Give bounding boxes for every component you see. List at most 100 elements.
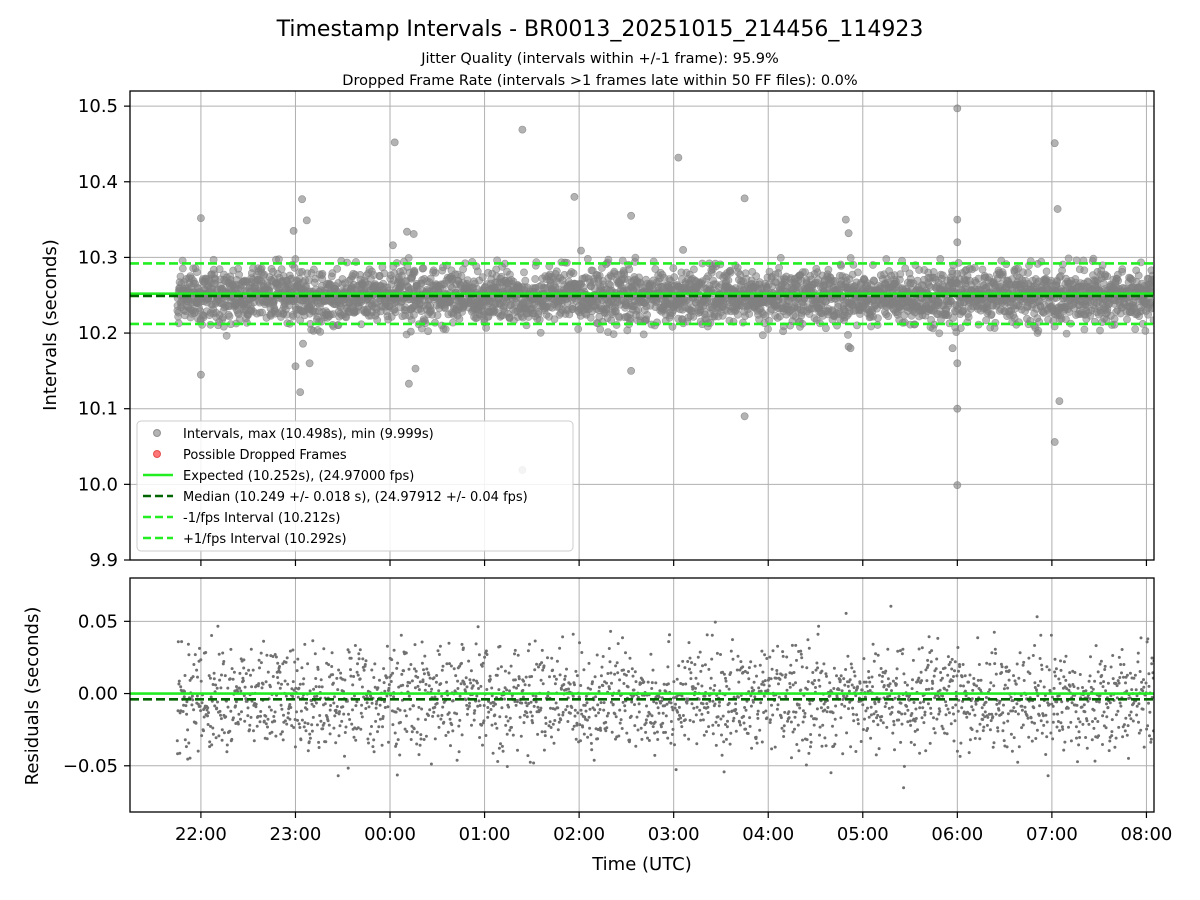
- residual-point: [220, 728, 224, 732]
- residual-point: [293, 745, 297, 749]
- residual-point: [380, 743, 384, 747]
- residual-point: [343, 754, 346, 758]
- residual-point: [452, 667, 456, 671]
- residual-point: [465, 712, 469, 716]
- residual-point: [246, 714, 250, 718]
- residual-point: [359, 711, 363, 715]
- residual-point: [385, 694, 389, 698]
- residual-point: [448, 717, 452, 721]
- residual-point: [361, 657, 365, 661]
- residual-point: [526, 649, 530, 653]
- residual-point: [687, 641, 691, 645]
- interval-point: [1118, 265, 1127, 274]
- interval-point: [874, 314, 882, 323]
- residual-point: [606, 711, 610, 715]
- interval-point: [896, 270, 905, 279]
- residual-point: [308, 732, 312, 736]
- residual-point: [291, 648, 295, 652]
- residual-point: [460, 733, 464, 737]
- residual-point: [191, 675, 195, 679]
- residual-point: [327, 723, 331, 727]
- residual-point: [477, 653, 481, 657]
- residual-point: [434, 680, 438, 684]
- interval-point: [309, 265, 318, 274]
- residual-point: [186, 728, 190, 732]
- residual-point: [354, 738, 358, 742]
- residual-point: [610, 730, 614, 734]
- residual-point: [394, 742, 398, 746]
- residual-point: [606, 672, 610, 675]
- interval-point: [433, 311, 442, 320]
- residual-point: [526, 754, 530, 758]
- residual-point: [468, 678, 472, 682]
- residual-point: [196, 749, 200, 753]
- residual-point: [266, 717, 270, 721]
- residual-point: [376, 730, 379, 734]
- residual-point: [475, 681, 479, 685]
- residual-point: [457, 750, 461, 754]
- residual-point: [553, 719, 557, 722]
- residual-point: [226, 705, 230, 709]
- residual-point: [580, 651, 584, 654]
- residual-point: [633, 703, 636, 707]
- residual-point: [187, 653, 191, 657]
- residual-point: [323, 702, 327, 706]
- residual-point: [180, 640, 184, 644]
- residual-point: [571, 727, 575, 731]
- residual-point: [666, 682, 670, 686]
- residual-point: [688, 656, 692, 660]
- residual-point: [467, 704, 471, 708]
- interval-point: [639, 330, 648, 339]
- residual-point: [669, 741, 673, 745]
- residual-point: [415, 742, 419, 746]
- interval-outlier-point: [1053, 205, 1062, 213]
- residual-point: [206, 723, 210, 726]
- residual-point: [624, 673, 628, 677]
- interval-point: [478, 273, 487, 282]
- residual-point: [431, 714, 435, 718]
- residual-point: [295, 669, 299, 673]
- residual-point: [249, 715, 253, 719]
- residual-point: [607, 647, 611, 650]
- residual-point: [513, 652, 516, 656]
- residual-point: [626, 685, 630, 689]
- interval-outlier-point: [674, 153, 683, 162]
- residual-point: [594, 695, 598, 699]
- residual-point: [681, 682, 685, 686]
- residual-point: [346, 766, 350, 770]
- interval-point: [333, 264, 342, 273]
- y-tick-label: 10.3: [78, 247, 118, 268]
- interval-point: [1114, 276, 1122, 285]
- residual-point: [261, 682, 265, 686]
- residual-point: [177, 679, 181, 683]
- residual-point: [524, 701, 528, 705]
- residual-point: [464, 676, 468, 680]
- residual-point: [238, 671, 242, 675]
- residual-point: [351, 683, 355, 687]
- residual-point: [469, 681, 473, 685]
- residual-point: [398, 708, 402, 712]
- residual-point: [176, 709, 180, 713]
- residual-point: [194, 721, 198, 725]
- residual-point: [494, 702, 497, 706]
- residual-point: [437, 653, 441, 656]
- residual-point: [259, 714, 262, 718]
- residual-point: [541, 682, 545, 686]
- residual-point: [247, 668, 251, 672]
- residual-point: [246, 706, 250, 710]
- residual-point: [503, 697, 506, 701]
- residual-point: [506, 719, 510, 723]
- residual-point: [573, 683, 576, 687]
- interval-point: [409, 310, 418, 319]
- residual-point: [500, 706, 504, 710]
- interval-point: [956, 324, 965, 332]
- residual-point: [264, 680, 268, 684]
- residual-point: [374, 706, 378, 710]
- residual-point: [599, 701, 603, 705]
- residual-point: [378, 678, 381, 682]
- residual-point: [604, 729, 608, 733]
- residual-point: [493, 713, 497, 717]
- residual-point: [442, 720, 446, 724]
- residual-point: [317, 740, 321, 744]
- interval-point: [949, 314, 957, 322]
